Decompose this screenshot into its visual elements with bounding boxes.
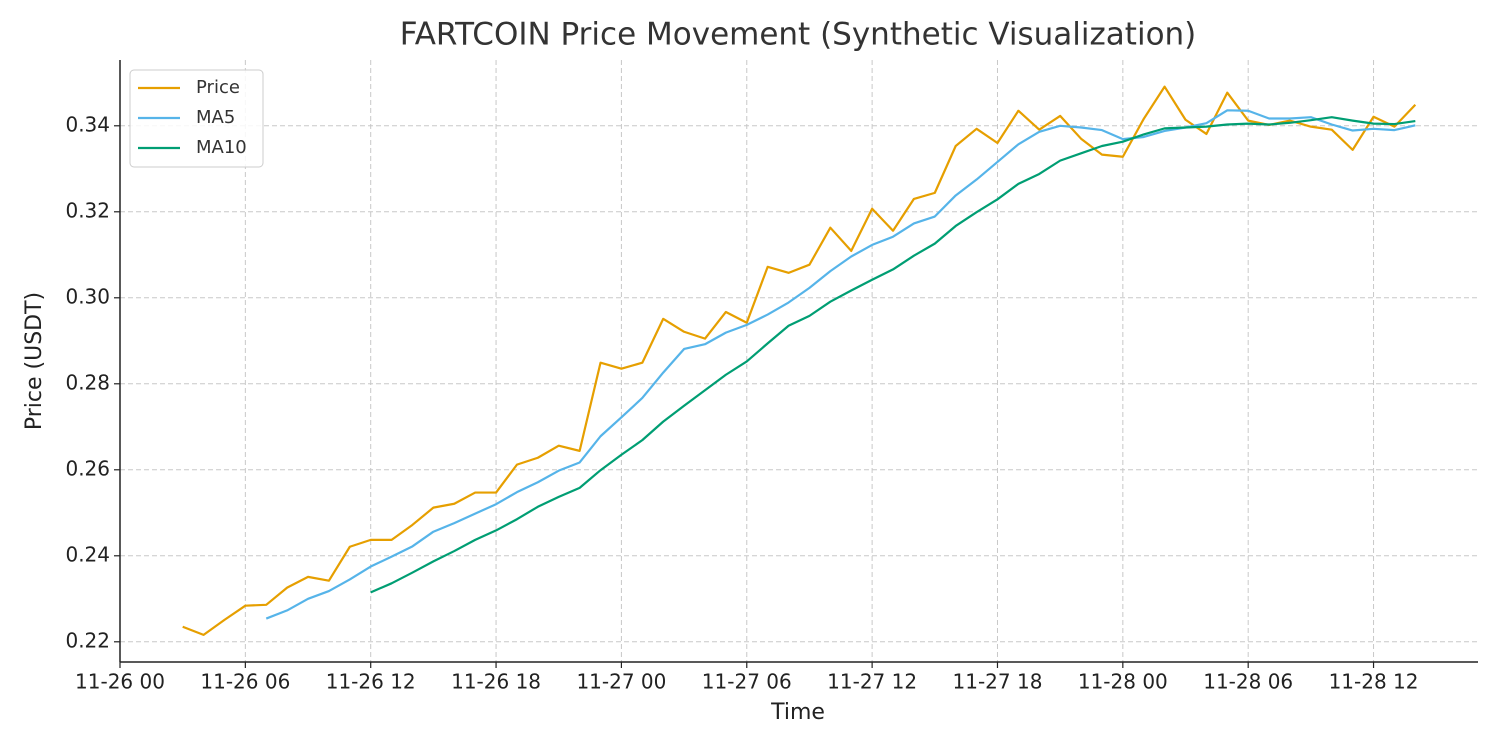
y-axis-label: Price (USDT) xyxy=(22,292,47,430)
x-tick-label: 11-28 06 xyxy=(1203,670,1293,694)
legend-label: Price xyxy=(196,77,240,98)
y-tick-label: 0.30 xyxy=(65,284,110,308)
x-tick-label: 11-28 00 xyxy=(1078,670,1168,694)
y-tick-label: 0.32 xyxy=(65,198,110,222)
x-tick-label: 11-26 18 xyxy=(451,670,541,694)
x-tick-label: 11-27 18 xyxy=(953,670,1043,694)
x-tick-label: 11-26 12 xyxy=(326,670,416,694)
line-series xyxy=(265,109,1416,620)
y-tick-label: 0.34 xyxy=(65,112,110,136)
line-series xyxy=(182,85,1417,637)
x-tick-label: 11-27 00 xyxy=(576,670,666,694)
x-tick-label: 11-26 06 xyxy=(200,670,290,694)
x-tick-label: 11-26 00 xyxy=(75,670,165,694)
legend-label: MA10 xyxy=(196,137,247,158)
y-tick-label: 0.28 xyxy=(65,370,110,394)
y-tick-label: 0.24 xyxy=(65,542,110,566)
x-tick-label: 11-27 06 xyxy=(702,670,792,694)
legend-box xyxy=(129,69,264,168)
x-axis-label: Time xyxy=(770,700,825,725)
x-tick-label: 11-27 12 xyxy=(827,670,917,694)
legend-label: MA5 xyxy=(196,107,235,128)
chart-title: FARTCOIN Price Movement (Synthetic Visua… xyxy=(400,17,1197,53)
y-tick-label: 0.22 xyxy=(65,628,110,652)
y-tick-label: 0.26 xyxy=(65,456,110,480)
x-tick-label: 11-28 12 xyxy=(1329,670,1419,694)
line-series xyxy=(370,116,1416,594)
